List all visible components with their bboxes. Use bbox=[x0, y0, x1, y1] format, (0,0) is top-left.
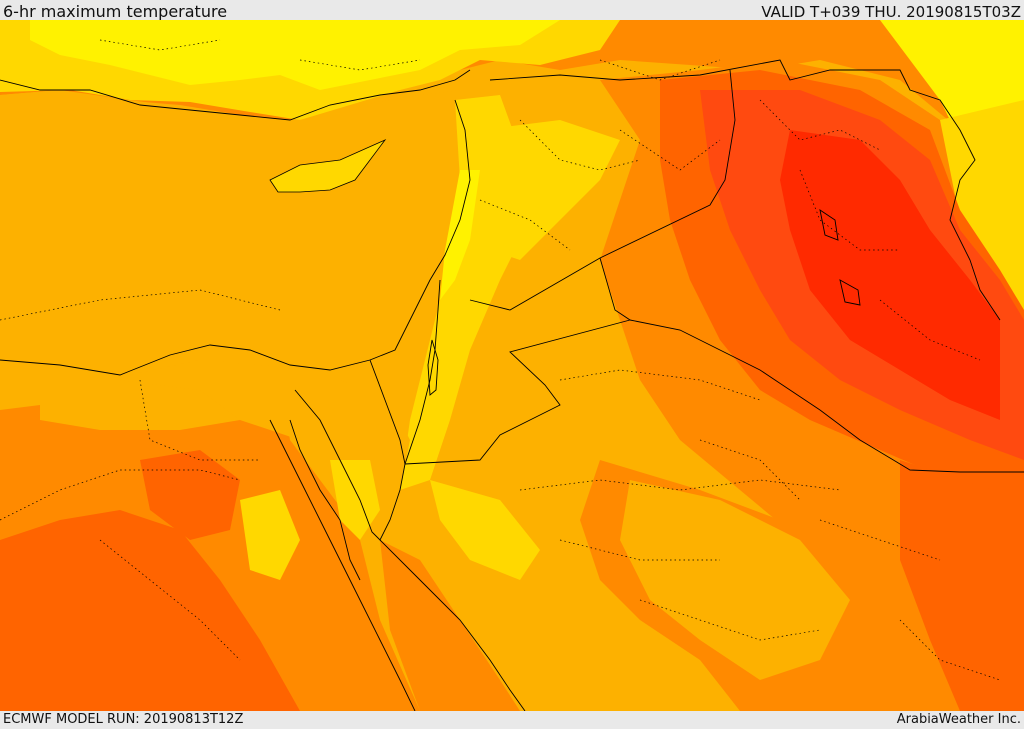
arabia-light-patch bbox=[620, 480, 850, 680]
map-title: 6-hr maximum temperature bbox=[3, 2, 228, 21]
province-line-5 bbox=[519, 119, 641, 171]
lebanon-coast bbox=[0, 99, 471, 376]
province-line-7 bbox=[619, 129, 721, 171]
province-line-13 bbox=[559, 539, 720, 561]
zagros-yellow-field bbox=[940, 100, 1024, 320]
province-line-10 bbox=[879, 299, 981, 361]
red-sea-west-coast bbox=[269, 419, 416, 711]
map-canvas bbox=[0, 20, 1024, 711]
israel-border bbox=[294, 279, 441, 541]
province-line-16 bbox=[699, 439, 801, 501]
hejaz-yellow-patch bbox=[430, 480, 540, 580]
syria-yellow-patch bbox=[480, 120, 620, 260]
iraq-border bbox=[489, 59, 1001, 321]
country-borders bbox=[0, 59, 1024, 711]
province-line-20 bbox=[899, 619, 1001, 681]
credit-label: ArabiaWeather Inc. bbox=[896, 712, 1021, 727]
egypt-dark-patch bbox=[140, 450, 240, 540]
iraq-lake-2 bbox=[839, 279, 861, 306]
egypt-yellow-patch bbox=[240, 490, 300, 580]
turkey-coast bbox=[0, 69, 471, 121]
mediterranean-sea-field bbox=[0, 90, 460, 375]
egypt-dark-zone bbox=[0, 510, 300, 711]
valid-time: VALID T+039 THU. 20190815T03Z bbox=[761, 3, 1021, 21]
province-line-15 bbox=[819, 519, 941, 561]
province-line-8 bbox=[759, 99, 881, 151]
delta-light-patch bbox=[40, 380, 240, 430]
model-run-label: ECMWF MODEL RUN: 20190813T12Z bbox=[3, 712, 244, 727]
province-borders bbox=[0, 39, 1001, 681]
jordan-border bbox=[404, 257, 632, 465]
dead-sea-lake bbox=[427, 339, 439, 396]
province-line-2 bbox=[139, 379, 260, 461]
egypt-israel-border bbox=[369, 359, 406, 465]
iraq-lake-1 bbox=[819, 209, 839, 241]
province-line-17 bbox=[599, 59, 721, 81]
sinai-gulf-coast bbox=[289, 419, 361, 581]
iraq-red-core bbox=[780, 130, 1000, 420]
footer-bar: ECMWF MODEL RUN: 20190813T12Z ArabiaWeat… bbox=[0, 711, 1024, 729]
header-bar: 6-hr maximum temperature VALID T+039 THU… bbox=[0, 0, 1024, 21]
red-sea-orange bbox=[380, 540, 520, 711]
red-sea-east-coast bbox=[379, 539, 526, 711]
cyprus-island bbox=[269, 139, 387, 193]
province-line-4 bbox=[99, 539, 241, 661]
levant-cool-strip bbox=[440, 170, 480, 300]
province-line-14 bbox=[639, 599, 821, 641]
gulf-dark-zone bbox=[900, 460, 1024, 711]
syria-iraq-border bbox=[469, 69, 736, 311]
saudi-iraq-border bbox=[629, 319, 1024, 473]
turkey-cool-yellow-field bbox=[30, 20, 560, 90]
province-line-1 bbox=[0, 289, 281, 321]
temperature-map bbox=[0, 20, 1024, 711]
